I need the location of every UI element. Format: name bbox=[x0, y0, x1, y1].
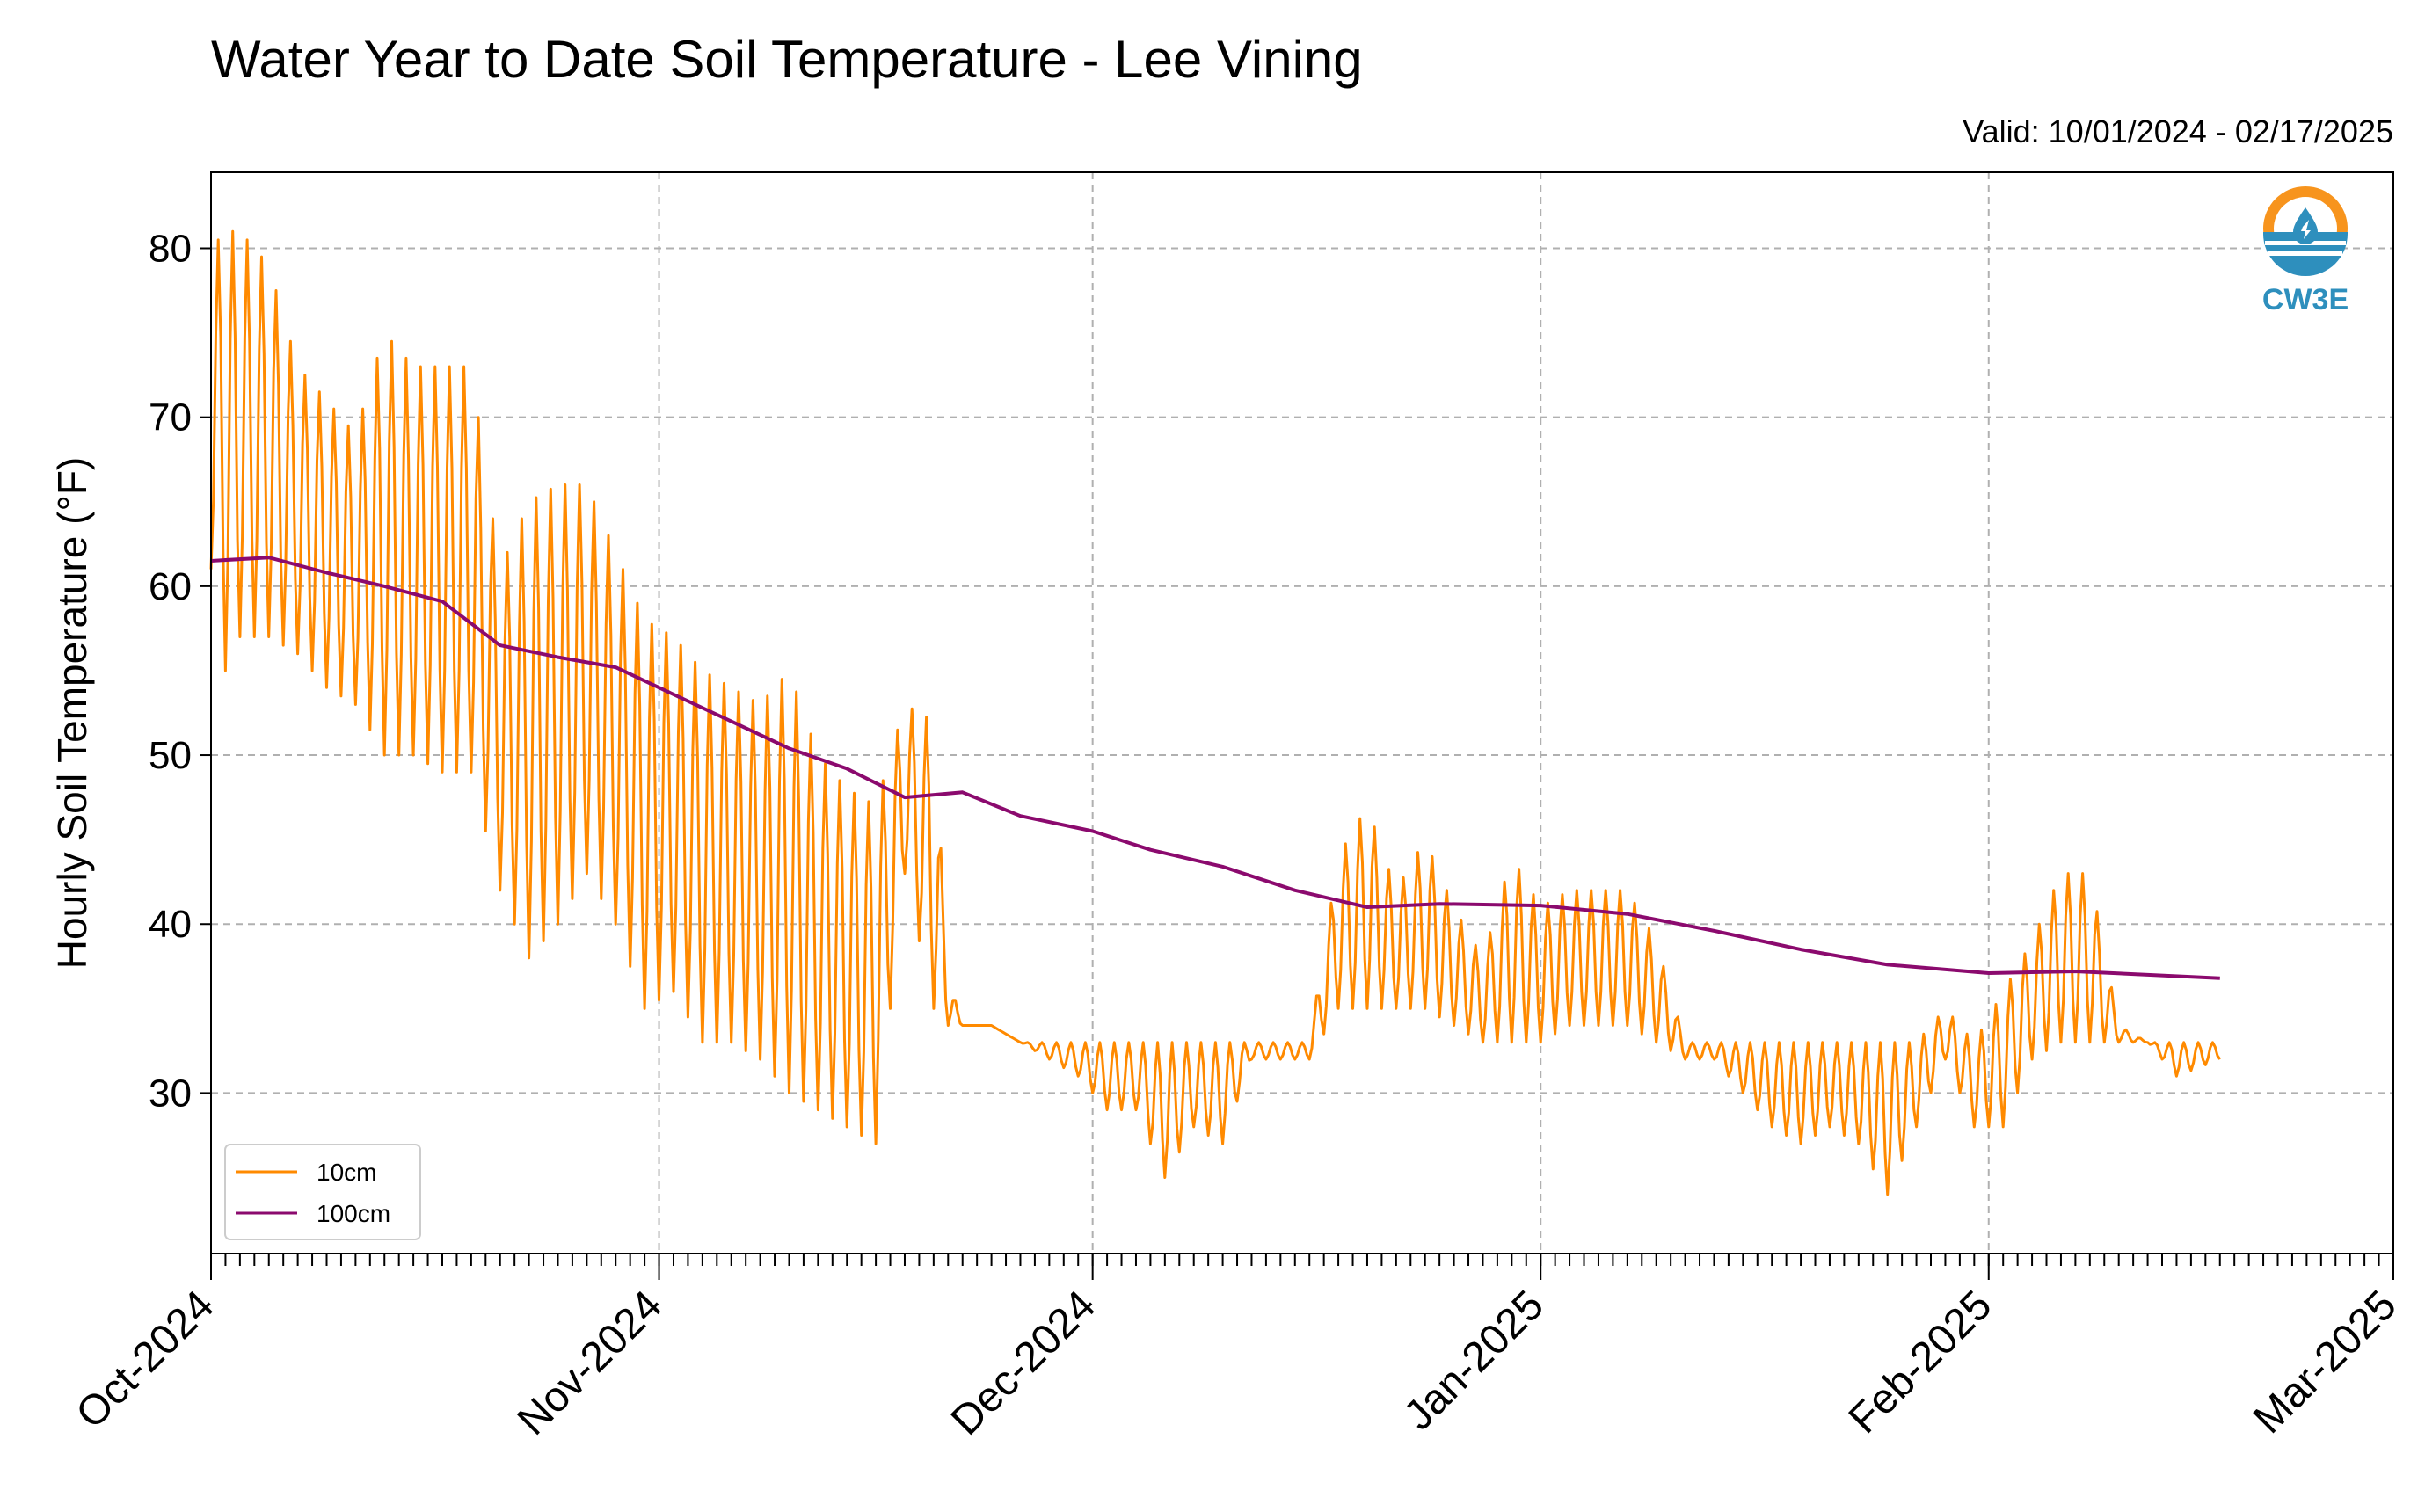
grid bbox=[211, 172, 2393, 1254]
x-tick-label: Oct-2024 bbox=[68, 1282, 223, 1437]
plot-frame bbox=[210, 171, 2394, 1254]
y-tick-label: 30 bbox=[149, 1072, 192, 1115]
legend-box bbox=[224, 1144, 421, 1240]
x-tick-label: Dec-2024 bbox=[943, 1282, 1105, 1444]
x-tick-label: Mar-2025 bbox=[2245, 1282, 2406, 1443]
x-tick-label: Jan-2025 bbox=[1395, 1282, 1553, 1439]
y-axis-label: Hourly Soil Temperature (°F) bbox=[49, 457, 95, 970]
logo-wave-stripe-2 bbox=[2268, 251, 2342, 256]
legend-label-10cm: 10cm bbox=[317, 1159, 376, 1186]
legend-label-100cm: 100cm bbox=[317, 1200, 390, 1227]
cw3e-logo: CW3E bbox=[2262, 186, 2349, 316]
axes: 30 40 50 60 70 80 Oct-2024 Nov-2024 Dec-2024 Jan-… bbox=[68, 227, 2406, 1443]
chart-title: Water Year to Date Soil Temperature - Le… bbox=[211, 30, 1363, 89]
logo-text: CW3E bbox=[2262, 283, 2349, 316]
logo-drop-highlight bbox=[2301, 220, 2311, 239]
y-tick-label: 70 bbox=[149, 396, 192, 440]
y-tick-label: 50 bbox=[149, 734, 192, 777]
chart-subtitle: Valid: 10/01/2024 - 02/17/2025 bbox=[1963, 113, 2393, 149]
y-tick-label: 80 bbox=[149, 227, 192, 270]
x-tick-label: Feb-2025 bbox=[1840, 1282, 2001, 1443]
y-tick-label: 60 bbox=[149, 565, 192, 608]
x-tick-label: Nov-2024 bbox=[509, 1282, 672, 1444]
y-tick-label: 40 bbox=[149, 903, 192, 946]
legend: 10cm 100cm bbox=[224, 1144, 421, 1240]
series-layer bbox=[209, 229, 2222, 1196]
series-line-100cm bbox=[210, 556, 2220, 980]
series-line-10cm bbox=[209, 229, 2222, 1196]
